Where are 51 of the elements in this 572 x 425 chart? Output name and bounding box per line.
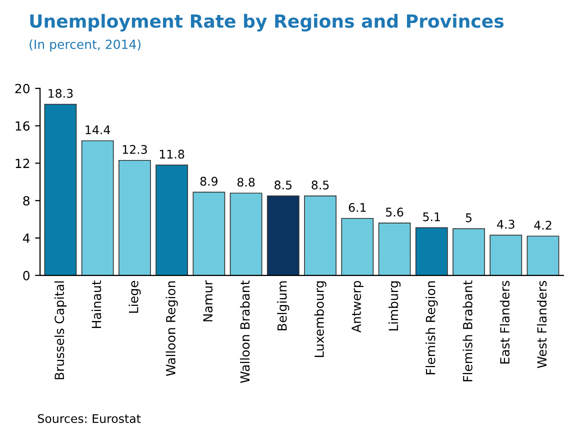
y-tick-label: 0: [23, 270, 30, 280]
data-label: 4.2: [534, 220, 552, 230]
bar: [415, 227, 448, 276]
data-label: 5.6: [386, 208, 404, 217]
bar: [378, 222, 411, 276]
x-tick-label: Namur: [203, 280, 213, 322]
data-label: 8.8: [237, 178, 255, 187]
x-tick-label: Hainaut: [92, 280, 102, 328]
x-tick-label: Limburg: [388, 281, 401, 330]
bar: [44, 104, 77, 276]
data-label: 18.3: [48, 88, 73, 98]
x-tick-label: Walloon Region: [166, 281, 178, 376]
bar: [304, 196, 336, 276]
data-label: 5: [466, 213, 472, 222]
bar: [192, 192, 226, 276]
x-tick-label: Belgium: [277, 281, 290, 330]
bar: [526, 236, 560, 276]
data-label: 6.1: [348, 202, 366, 212]
x-tick-label: Walloon Brabant: [240, 280, 250, 383]
data-label: 8.5: [274, 180, 292, 190]
data-label: 4.3: [497, 220, 514, 229]
y-tick-label: 4: [22, 234, 30, 243]
bar: [452, 228, 485, 276]
x-tick-label: Flemish Region: [426, 281, 438, 374]
x-tick-label: West Flanders: [536, 280, 547, 368]
data-label: 12.3: [122, 145, 147, 154]
chart-subtitle: (In percent, 2014): [30, 39, 140, 52]
bar: [490, 234, 522, 276]
bar: [81, 140, 114, 276]
bar: [156, 164, 188, 276]
x-tick-label: Liege: [128, 280, 141, 313]
x-tick-label: Luxembourg: [314, 281, 326, 357]
y-tick-label: 16: [16, 121, 30, 131]
x-tick-label: Antwerp: [352, 280, 364, 333]
data-label: 5.1: [423, 212, 440, 222]
y-tick-label: 12: [16, 158, 30, 168]
bar: [341, 218, 374, 276]
x-tick-label: East Flanders: [500, 280, 510, 364]
y-tick-label: 20: [15, 84, 30, 94]
chart-title: Unemployment Rate by Regions and Provinces: [30, 14, 504, 32]
bar: [118, 160, 151, 276]
data-label: 14.4: [86, 126, 110, 134]
data-label: 11.8: [160, 150, 184, 159]
x-tick-label: Flemish Brabant: [462, 280, 472, 382]
data-label: 8.9: [200, 176, 218, 186]
data-label: 8.5: [312, 180, 329, 190]
x-tick-label: Brussels Capital: [54, 281, 67, 380]
source-note: Sources: Eurostat: [38, 414, 141, 424]
y-tick-label: 8: [23, 196, 30, 206]
bar: [266, 196, 300, 276]
bar: [230, 192, 262, 276]
